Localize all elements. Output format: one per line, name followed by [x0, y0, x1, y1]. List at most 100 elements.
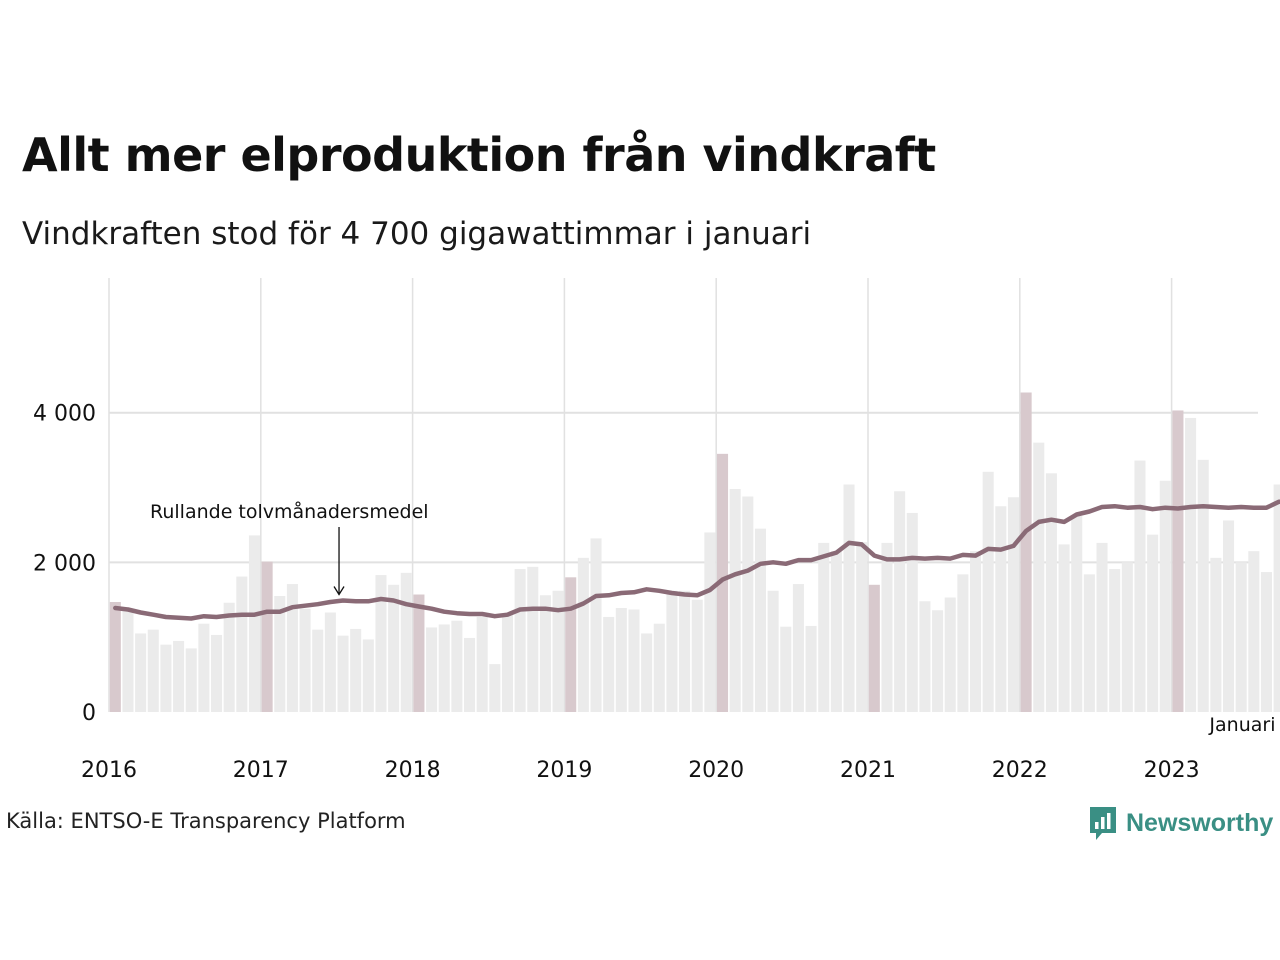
bar	[894, 491, 906, 712]
bar	[590, 538, 602, 712]
bar	[1033, 442, 1045, 712]
bar	[742, 496, 754, 712]
bar	[135, 633, 147, 712]
bar	[1134, 460, 1146, 712]
bar	[147, 629, 159, 712]
bar	[767, 590, 779, 712]
bar	[1185, 417, 1197, 712]
bar	[464, 637, 476, 712]
bar	[160, 644, 172, 712]
bar	[539, 595, 551, 712]
bar	[641, 633, 653, 712]
bars	[109, 392, 1280, 712]
bar	[1223, 520, 1235, 712]
bar-january	[717, 453, 729, 712]
bar	[1109, 569, 1121, 712]
bar	[919, 601, 931, 712]
bar	[552, 590, 564, 712]
bar	[957, 574, 969, 712]
bar	[754, 528, 766, 712]
x-axis: 2016201720182019202020212022202320242025	[81, 758, 1200, 783]
newsworthy-logo-icon	[1090, 807, 1116, 840]
bar-january	[1172, 410, 1184, 712]
bar	[729, 489, 741, 712]
bar	[274, 596, 286, 712]
brand-name: Newsworthy	[1126, 808, 1274, 837]
bar	[666, 590, 678, 712]
bar	[982, 471, 994, 712]
bar	[1273, 484, 1280, 712]
source-note: Källa: ENTSO-E Transparency Platform	[6, 809, 406, 833]
bar	[198, 623, 210, 712]
bar	[1159, 480, 1171, 712]
bar-january	[413, 594, 425, 712]
bar	[603, 616, 615, 712]
bar	[704, 532, 716, 712]
bar	[856, 542, 868, 712]
annotations: Rullande tolvmånadersmedel Januari i fjol	[150, 500, 1280, 736]
bar-january	[565, 577, 577, 712]
annotation-last-january: Januari i fjol	[1208, 714, 1280, 736]
bar	[805, 625, 817, 712]
bar	[1071, 515, 1083, 712]
bar	[1121, 562, 1133, 712]
bar	[236, 576, 248, 712]
annotation-arrowhead	[333, 586, 345, 596]
x-tick-label: 2017	[233, 758, 289, 783]
bar	[691, 599, 703, 712]
bar	[1248, 551, 1260, 712]
rolling-average-line	[113, 499, 1280, 621]
bar	[653, 623, 665, 712]
bar	[1083, 574, 1095, 712]
y-axis: 0 2 000 4 000	[33, 402, 96, 726]
bar	[1007, 497, 1019, 712]
bar	[375, 575, 387, 712]
bar-january	[868, 584, 880, 712]
bar	[679, 590, 691, 712]
x-tick-label: 2021	[840, 758, 896, 783]
bar	[1210, 557, 1222, 712]
x-tick-label: 2023	[1144, 758, 1200, 783]
bar	[122, 610, 134, 712]
bar	[1197, 459, 1209, 712]
bar	[932, 610, 944, 712]
bar	[818, 542, 830, 712]
bar	[501, 614, 513, 712]
y-tick-label: 2 000	[33, 551, 96, 576]
bar	[426, 627, 438, 712]
bar	[1260, 572, 1272, 712]
bar	[211, 634, 223, 712]
bar-january	[109, 602, 121, 712]
bar	[451, 620, 463, 712]
bar	[337, 635, 349, 712]
x-tick-label: 2018	[385, 758, 441, 783]
bar	[514, 569, 526, 712]
bar	[299, 608, 311, 712]
bar	[577, 557, 589, 712]
x-tick-label: 2016	[81, 758, 137, 783]
bar-january	[1020, 392, 1032, 712]
bar	[173, 640, 185, 712]
bar	[1058, 544, 1070, 712]
bar	[970, 551, 982, 712]
bar	[830, 551, 842, 712]
bar	[843, 484, 855, 712]
chart-subtitle: Vindkraften stod för 4 700 gigawattimmar…	[22, 216, 812, 252]
bar	[1147, 534, 1159, 712]
bar	[223, 602, 235, 712]
bar	[388, 584, 400, 712]
bar	[312, 629, 324, 712]
gridlines	[108, 278, 1258, 712]
bar	[362, 639, 374, 712]
chart-title: Allt mer elproduktion från vindkraft	[22, 128, 936, 182]
bar	[995, 506, 1007, 712]
x-tick-label: 2019	[536, 758, 592, 783]
x-tick-label: 2022	[992, 758, 1048, 783]
annotation-rolling-average: Rullande tolvmånadersmedel	[150, 500, 429, 523]
y-tick-label: 0	[82, 701, 96, 726]
bar	[185, 648, 197, 712]
bar	[1096, 542, 1108, 712]
bar	[286, 584, 298, 712]
bar	[527, 566, 539, 712]
